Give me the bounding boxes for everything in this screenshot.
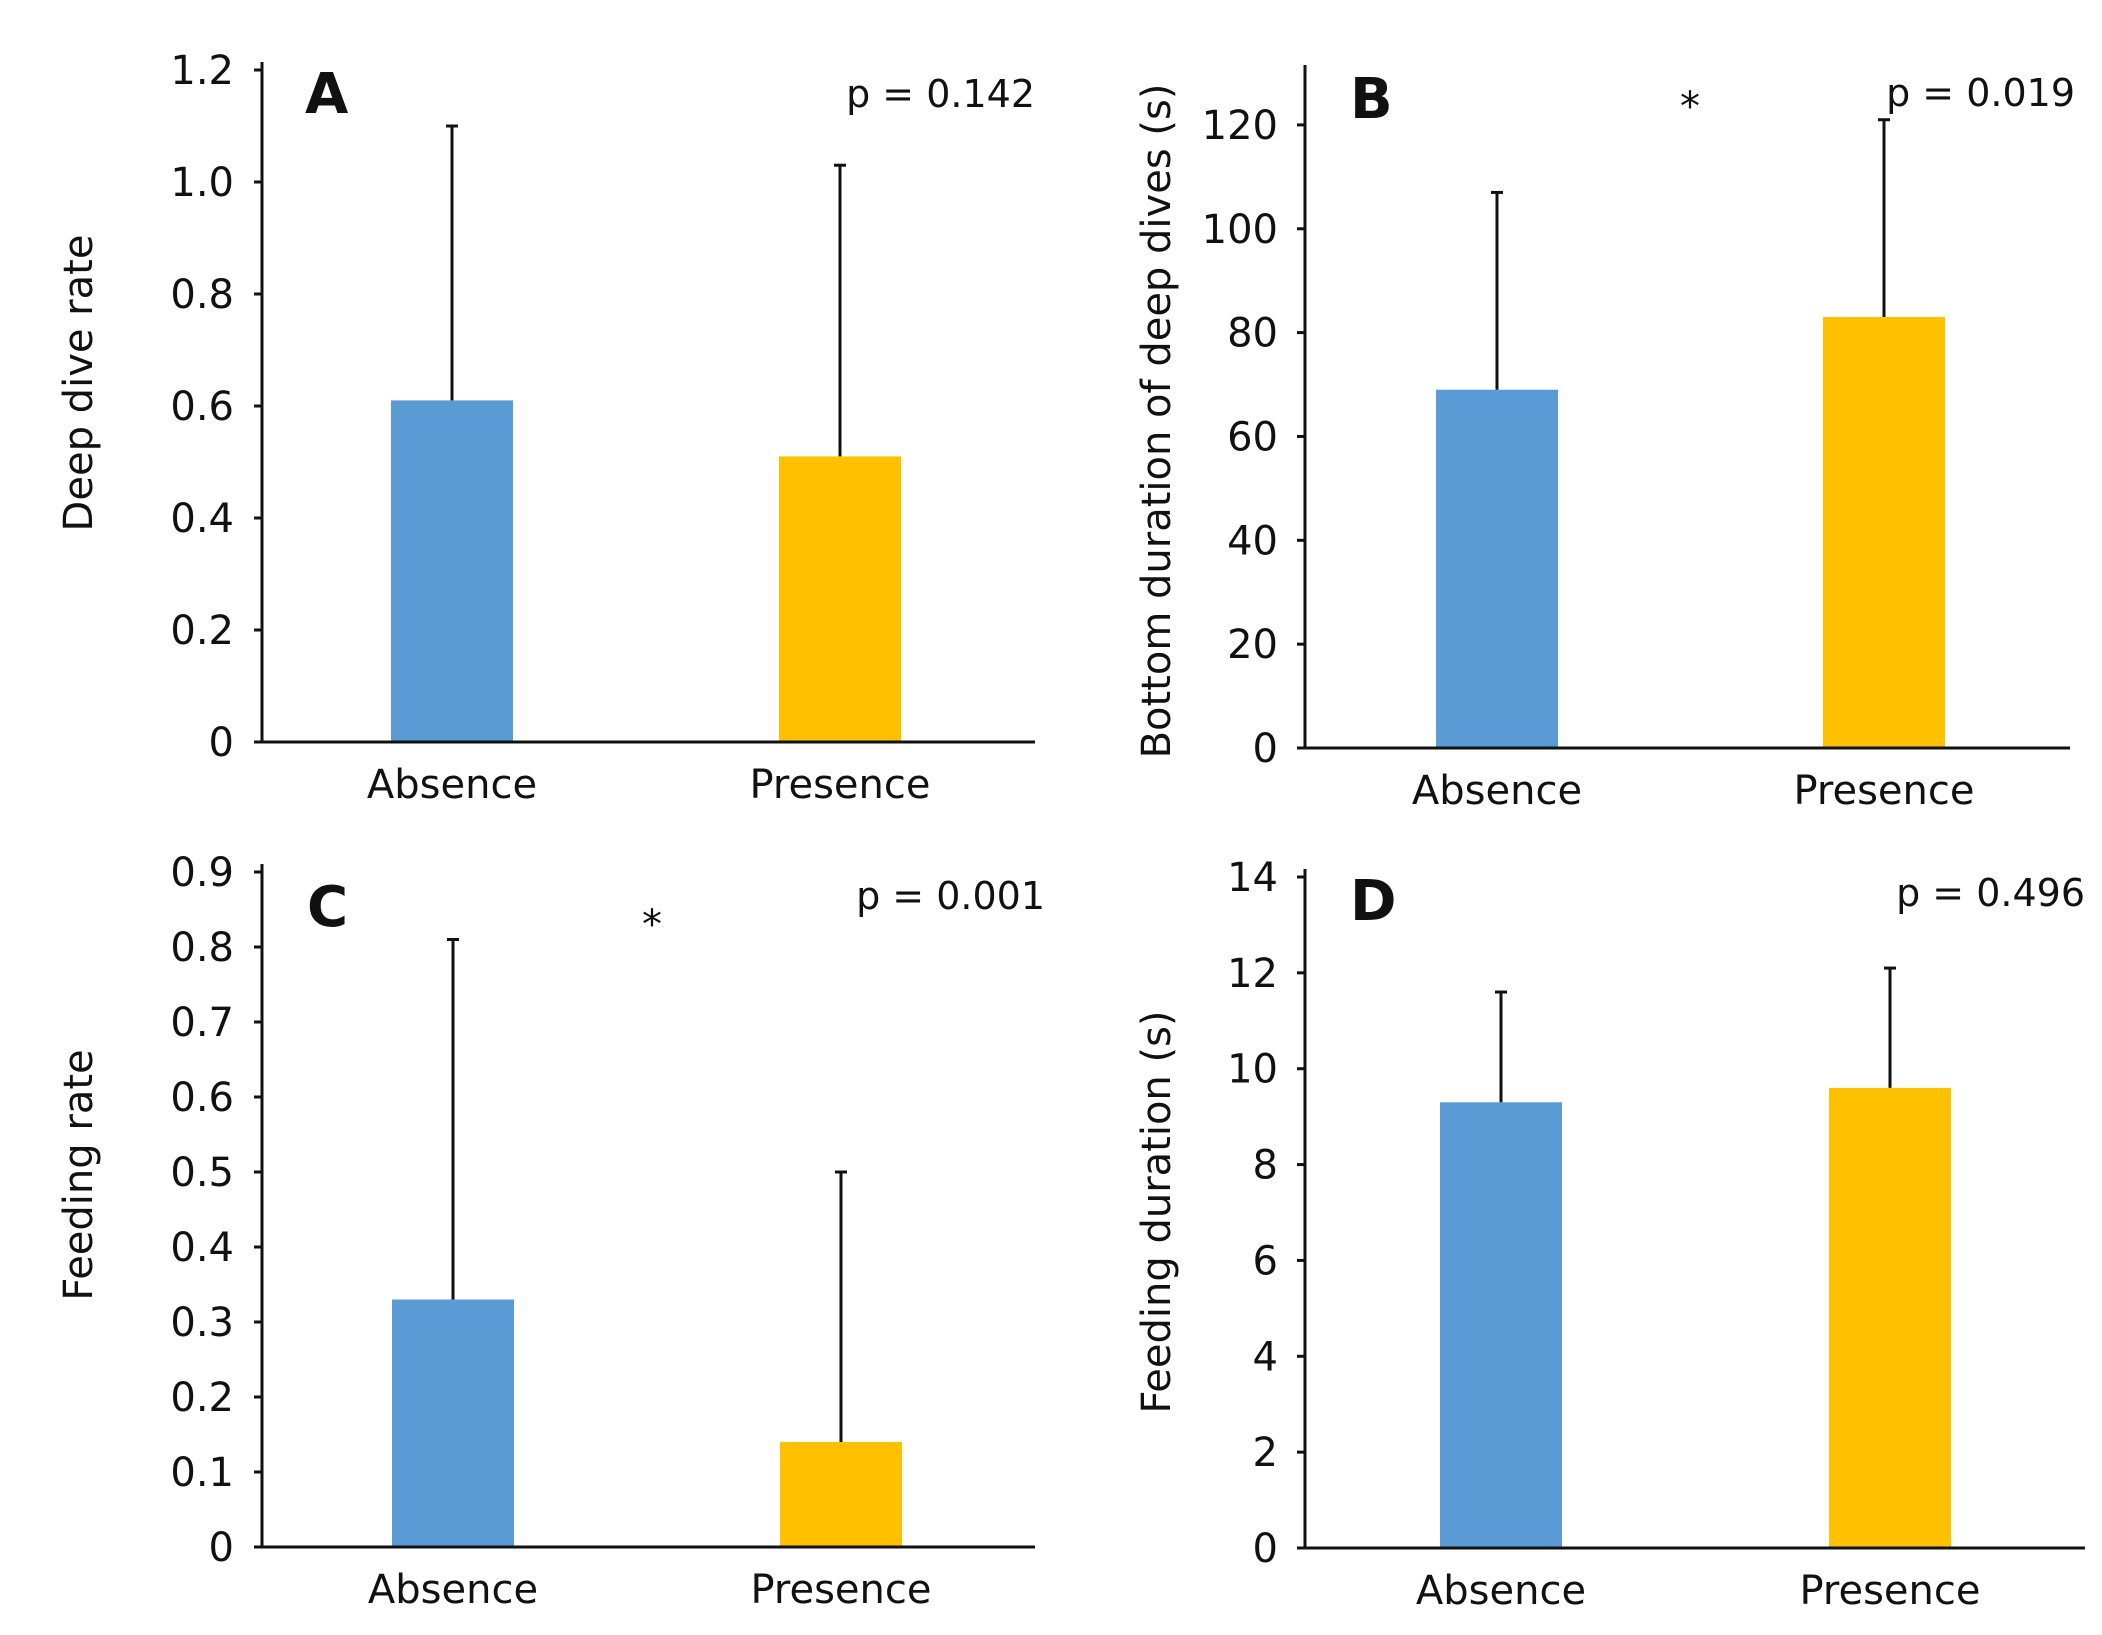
y-axis-title: Feeding duration (s) [1134, 1010, 1180, 1413]
y-tick-label: 8 [1253, 1143, 1278, 1189]
y-tick-label: 2 [1253, 1430, 1278, 1476]
bar-absence [392, 1299, 514, 1547]
y-tick-label: 80 [1227, 311, 1278, 357]
bar-absence [1436, 389, 1558, 748]
y-tick-label: 0.8 [170, 272, 234, 318]
y-tick-label: 20 [1227, 622, 1278, 668]
category-label-absence: Absence [1416, 1568, 1586, 1614]
y-tick-label: 12 [1227, 951, 1278, 997]
p-value-label: p = 0.001 [856, 874, 1045, 918]
y-axis-title: Feeding rate [56, 1049, 102, 1300]
y-tick-label: 60 [1227, 414, 1278, 460]
y-tick-label: 100 [1202, 207, 1278, 253]
p-value-label: p = 0.019 [1886, 71, 2075, 115]
y-tick-label: 0.4 [170, 496, 234, 542]
y-tick-label: 0.6 [170, 1075, 234, 1121]
category-label-presence: Presence [1800, 1568, 1981, 1614]
y-tick-label: 40 [1227, 518, 1278, 564]
y-tick-label: 0.7 [170, 1000, 234, 1046]
panel-b: 0 20 40 60 80 100 120 Absence Presence Bottom dur… [1134, 65, 2075, 814]
y-tick-label: 0.2 [170, 608, 234, 654]
y-tick-label: 0.2 [170, 1375, 234, 1421]
panel-letter: A [305, 62, 349, 127]
y-tick-label: 6 [1253, 1238, 1278, 1284]
y-tick-label: 0.5 [170, 1150, 234, 1196]
category-label-absence: Absence [367, 762, 537, 808]
y-axis-title: Bottom duration of deep dives (s) [1134, 84, 1180, 759]
y-tick-label: 0.9 [170, 850, 234, 896]
panel-letter: C [307, 875, 348, 940]
y-tick-label: 10 [1227, 1047, 1278, 1093]
bar-absence [391, 400, 513, 742]
y-tick-label: 0.3 [170, 1300, 234, 1346]
y-tick-label: 4 [1253, 1334, 1278, 1380]
bar-presence [1823, 317, 1945, 748]
y-tick-label: 0 [1253, 1526, 1278, 1572]
bar-presence [780, 1442, 902, 1547]
y-tick-label: 0 [209, 720, 234, 766]
y-tick-label: 0.6 [170, 384, 234, 430]
y-tick-label: 0 [209, 1525, 234, 1571]
y-axis-title: Deep dive rate [56, 235, 102, 532]
p-value-label: p = 0.496 [1896, 871, 2085, 915]
y-tick-label: 0.1 [170, 1450, 234, 1496]
significance-marker: * [1680, 84, 1700, 130]
category-label-presence: Presence [1794, 768, 1975, 814]
category-label-presence: Presence [750, 762, 931, 808]
p-value-label: p = 0.142 [846, 72, 1035, 116]
y-tick-label: 1.0 [170, 160, 234, 206]
y-tick-label: 0.4 [170, 1225, 234, 1271]
y-tick-label: 0.8 [170, 925, 234, 971]
y-tick-label: 1.2 [170, 48, 234, 94]
significance-marker: * [642, 902, 662, 948]
category-label-absence: Absence [368, 1567, 538, 1613]
bar-absence [1440, 1102, 1562, 1548]
bar-presence [779, 456, 901, 742]
category-label-presence: Presence [751, 1567, 932, 1613]
panel-d: 0 2 4 6 8 10 12 14 Absence Presence Feeding durati… [1134, 855, 2085, 1614]
bar-presence [1829, 1087, 1951, 1548]
category-label-absence: Absence [1412, 768, 1582, 814]
y-tick-label: 120 [1202, 103, 1278, 149]
panel-a: 0 0.2 0.4 0.6 0.8 1.0 1.2 Absence Presence Deep d… [56, 48, 1035, 808]
y-tick-label: 0 [1253, 726, 1278, 772]
y-tick-label: 14 [1227, 855, 1278, 901]
panel-c: 0 0.1 0.2 0.3 0.4 0.5 0.6 0.7 0.8 0.9 Absence Prese… [56, 850, 1045, 1613]
panel-letter: B [1350, 67, 1393, 132]
panel-letter: D [1350, 869, 1396, 934]
